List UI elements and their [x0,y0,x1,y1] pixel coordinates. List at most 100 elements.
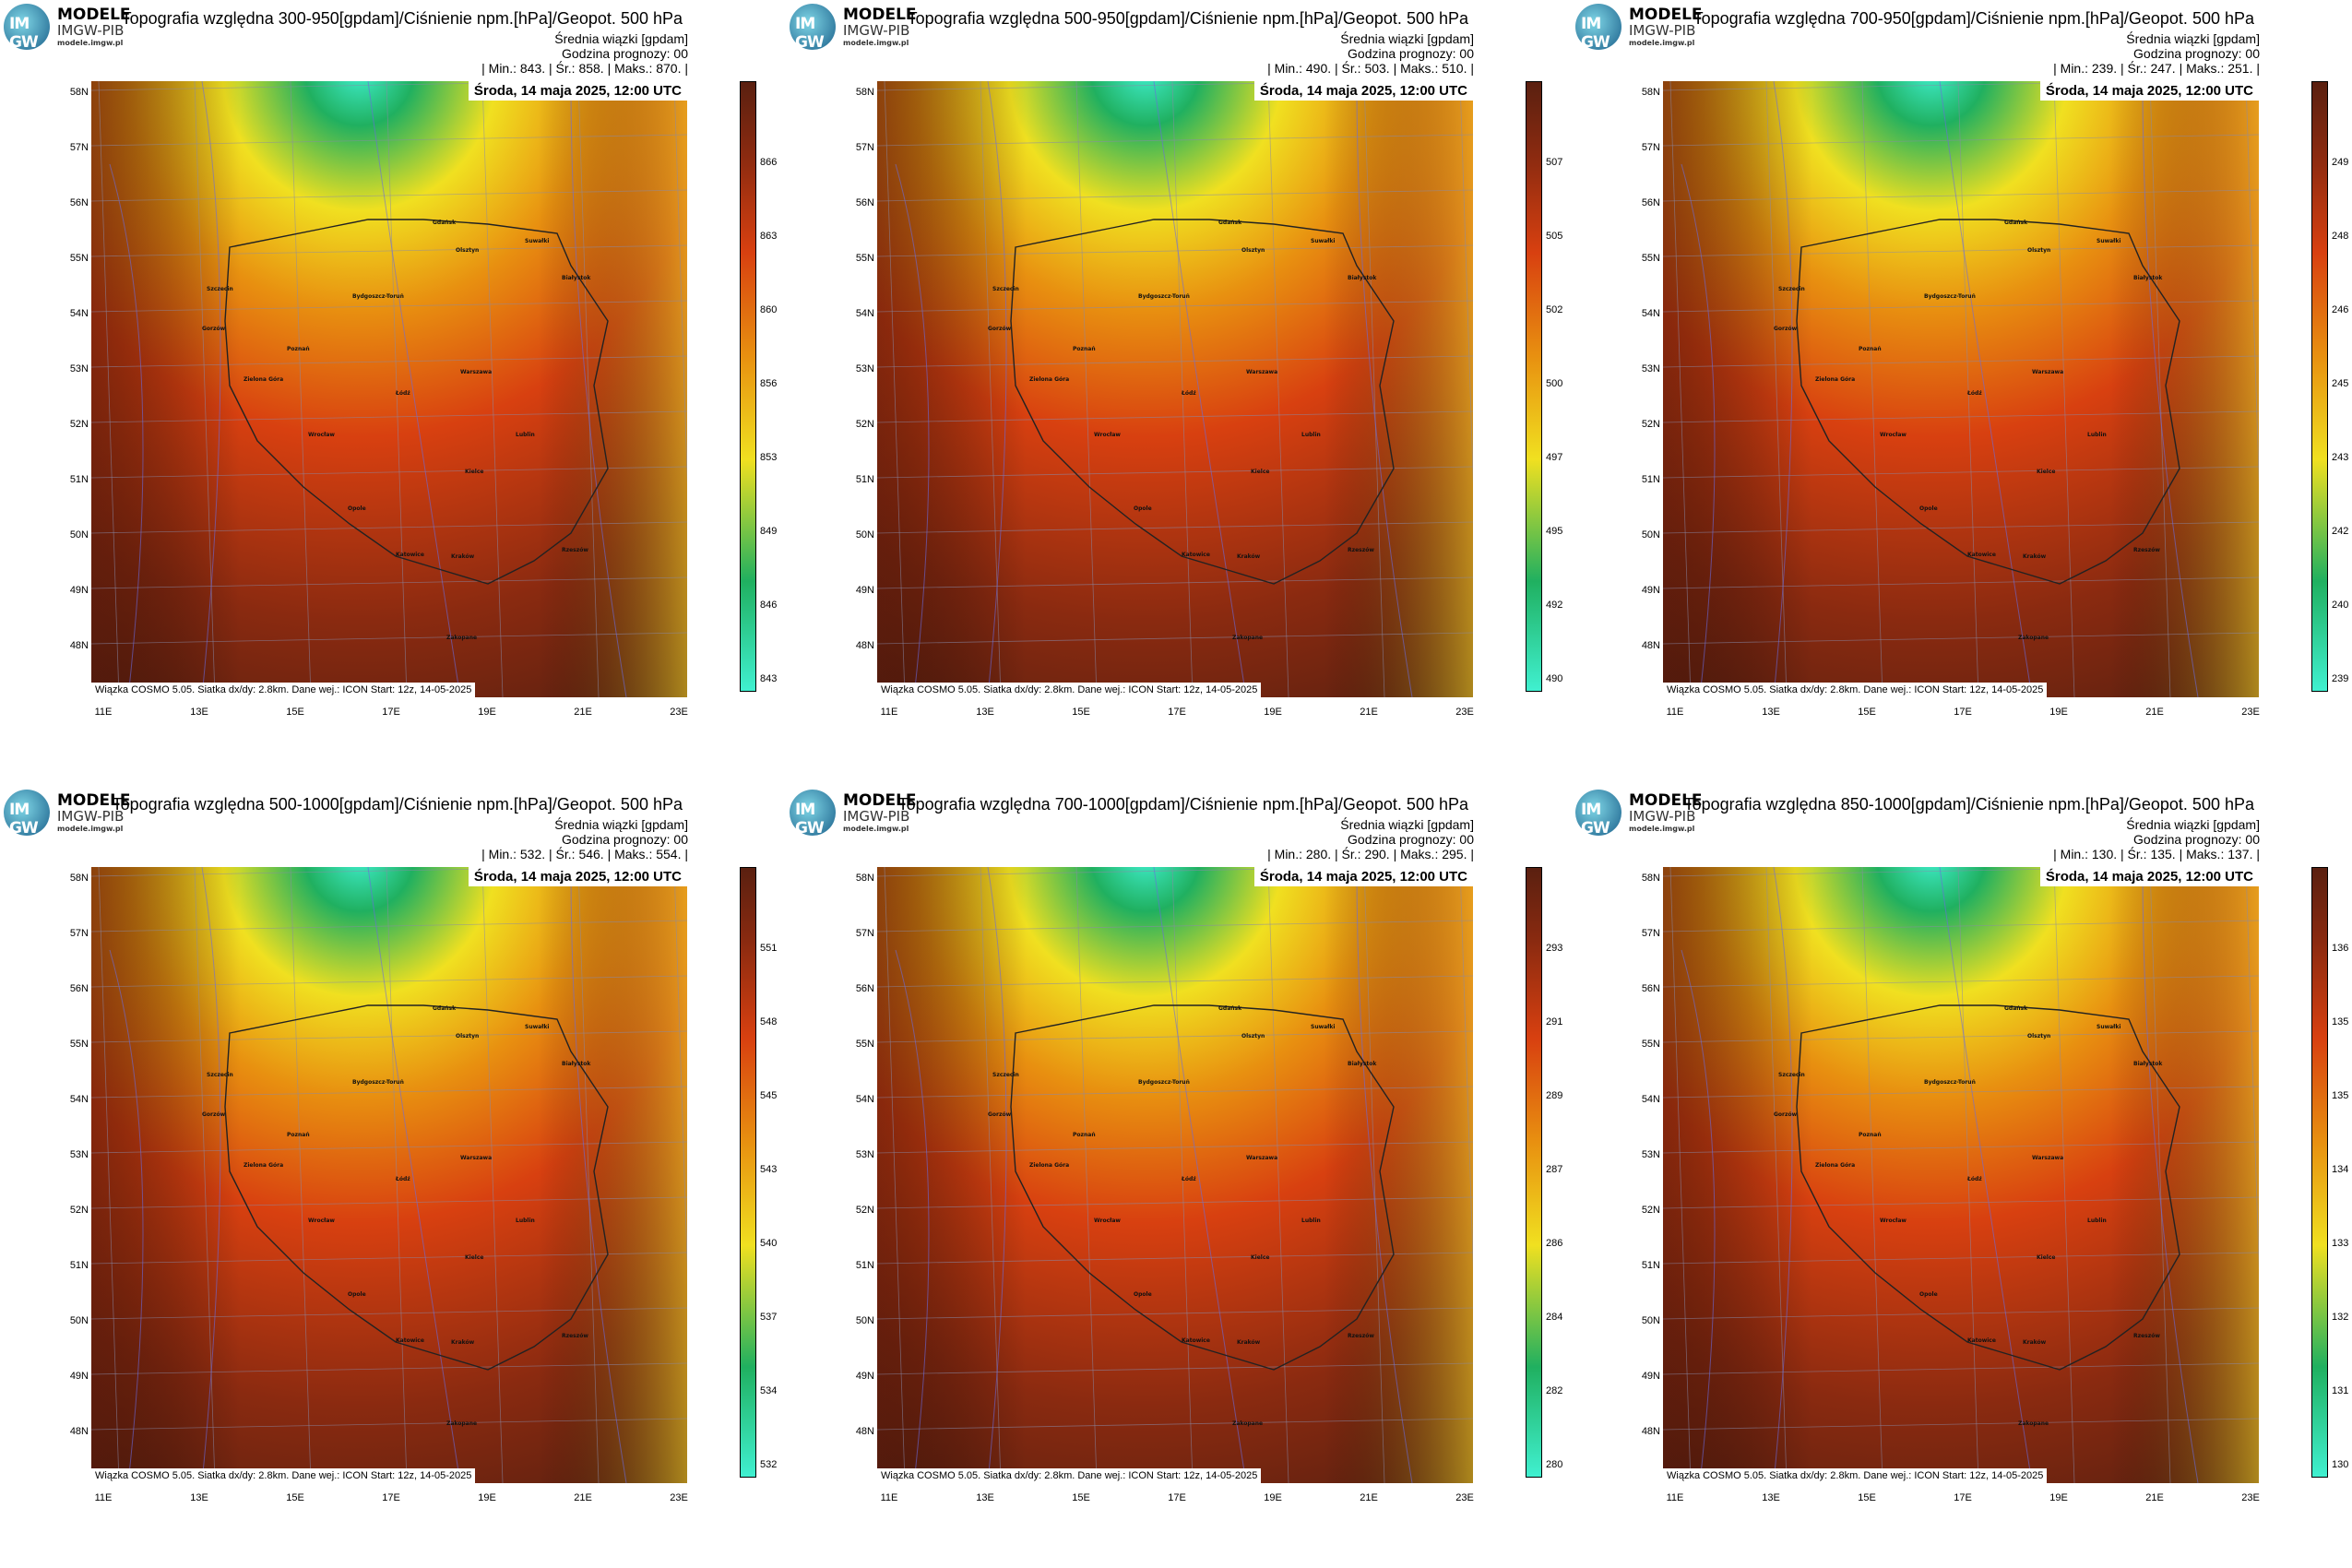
colorbar [740,81,756,692]
city-label: Gdańsk [433,1005,457,1012]
city-label: Suwałki [1311,1024,1336,1030]
city-label: Kielce [2037,469,2056,475]
colorbar-tick: 284 [1546,1312,1563,1323]
city-label: Lublin [516,432,535,438]
city-label: Bydgoszcz-Toruń [1138,1079,1190,1086]
city-label: Białystok [2133,1061,2163,1067]
lat-label: 48N [855,1426,874,1437]
panel-title: Topografia względna 500-950[gpdam]/Ciśni… [907,9,1468,28]
lon-label: 15E [1858,707,1876,718]
colorbar-tick: 240 [2332,600,2349,611]
city-label: Opole [1134,505,1152,512]
lat-label: 49N [855,1371,874,1382]
colorbar-tick: 490 [1546,673,1563,684]
colorbar-tick: 548 [760,1016,778,1028]
city-label: Zakopane [446,635,478,641]
logo-mark-text: IM GW [1581,15,1610,52]
lat-label: 48N [69,1426,89,1437]
colorbar-tick: 243 [2332,452,2349,463]
forecast-map: Gdańsk Olsztyn Suwałki Białystok Szczecin Byd… [1663,867,2259,1483]
city-label: Katowice [396,1337,424,1344]
colorbar-tick: 492 [1546,600,1563,611]
city-label: Wrocław [308,1218,335,1224]
lat-label: 58N [855,873,874,884]
lon-label: 23E [2241,1492,2260,1503]
colorbar [2311,81,2328,692]
city-label: Poznań [1859,1132,1882,1138]
city-label: Bydgoszcz-Toruń [1924,1079,1976,1086]
city-label: Białystok [2133,275,2163,281]
imgw-logo-mark: IM GW [790,790,836,837]
city-label: Szczecin [992,286,1019,292]
imgw-logo: IM GW MODELE IMGW-PIB modele.imgw.pl [4,790,151,841]
lat-label: 48N [1641,640,1660,651]
forecast-map: Gdańsk Olsztyn Suwałki Białystok Szczecin Byd… [91,867,687,1483]
city-label: Zielona Góra [1815,1162,1856,1169]
forecast-map: Gdańsk Olsztyn Suwałki Białystok Szczecin Byd… [1663,81,2259,697]
logo-url: modele.imgw.pl [1629,825,1695,833]
lat-label: 54N [855,308,874,319]
forecast-map: Gdańsk Olsztyn Suwałki Białystok Szczecin Byd… [91,81,687,697]
forecast-panel: IM GW MODELE IMGW-PIB modele.imgw.pl Topogra… [0,0,778,756]
panel-stats: | Min.: 239. | Śr.: 247. | Maks.: 251. | [2053,61,2260,76]
lat-label: 53N [855,1149,874,1160]
lat-label: 52N [855,419,874,430]
panel-meta: Średnia wiązki [gpdam] Godzina prognozy: … [1848,817,2260,847]
lon-label: 21E [574,1492,592,1503]
city-label: Bydgoszcz-Toruń [352,1079,404,1086]
meta-forecast-hour: Godzina prognozy: 00 [2133,46,2260,61]
lat-label: 52N [1641,1205,1660,1216]
city-label: Gorzów [202,326,226,332]
city-label: Poznań [1073,1132,1096,1138]
lon-label: 21E [2145,707,2164,718]
lat-label: 57N [69,928,89,939]
logo-sub: IMGW-PIB [843,22,910,39]
lon-label: 13E [1762,1492,1780,1503]
forecast-map: Gdańsk Olsztyn Suwałki Białystok Szczecin Byd… [877,81,1473,697]
lon-label: 15E [286,1492,304,1503]
city-label: Poznań [287,1132,310,1138]
city-label: Suwałki [2097,238,2121,244]
city-label: Opole [348,505,366,512]
lon-label: 23E [1455,707,1474,718]
colorbar-tick: 289 [1546,1090,1563,1101]
panel-meta: Średnia wiązki [gpdam] Godzina prognozy: … [1848,31,2260,61]
city-label: Wrocław [308,432,335,438]
colorbar-tick: 239 [2332,673,2349,684]
lat-label: 50N [1641,1315,1660,1326]
colorbar-tick: 843 [760,673,778,684]
colorbar-tick: 130 [2332,1459,2349,1470]
colorbar [2311,867,2328,1478]
meta-ensemble: Średnia wiązki [gpdam] [2126,31,2260,46]
logo-sub: IMGW-PIB [57,22,125,39]
colorbar-tick: 286 [1546,1238,1563,1249]
logo-mark-text: IM GW [9,801,39,837]
city-label: Rzeszów [2133,1333,2160,1339]
forecast-date: Środa, 14 maja 2025, 12:00 UTC [1253,867,1473,886]
lat-label: 51N [1641,1260,1660,1271]
colorbar-tick: 551 [760,943,778,954]
city-label: Warszawa [1246,1155,1278,1161]
lat-label: 50N [855,1315,874,1326]
city-label: Lublin [1301,432,1321,438]
logo-sub: IMGW-PIB [1629,808,1696,825]
lon-label: 19E [2049,707,2068,718]
city-label: Zakopane [1232,1420,1264,1427]
lat-label: 49N [69,1371,89,1382]
colorbar-tick: 545 [760,1090,778,1101]
lat-label: 58N [69,873,89,884]
lat-label: 57N [855,142,874,153]
colorbar-tick: 537 [760,1312,778,1323]
colorbar-tick: 134 [2332,1164,2349,1175]
lon-label: 21E [574,707,592,718]
meta-forecast-hour: Godzina prognozy: 00 [562,832,688,847]
colorbar-tick: 507 [1546,157,1563,168]
lon-label: 19E [2049,1492,2068,1503]
lat-label: 56N [69,983,89,994]
lat-label: 49N [1641,1371,1660,1382]
colorbar-tick: 500 [1546,378,1563,389]
city-label: Katowice [1182,1337,1210,1344]
imgw-logo: IM GW MODELE IMGW-PIB modele.imgw.pl [1575,790,1723,841]
city-label: Szczecin [1778,1072,1805,1078]
city-label: Lublin [2087,1218,2107,1224]
